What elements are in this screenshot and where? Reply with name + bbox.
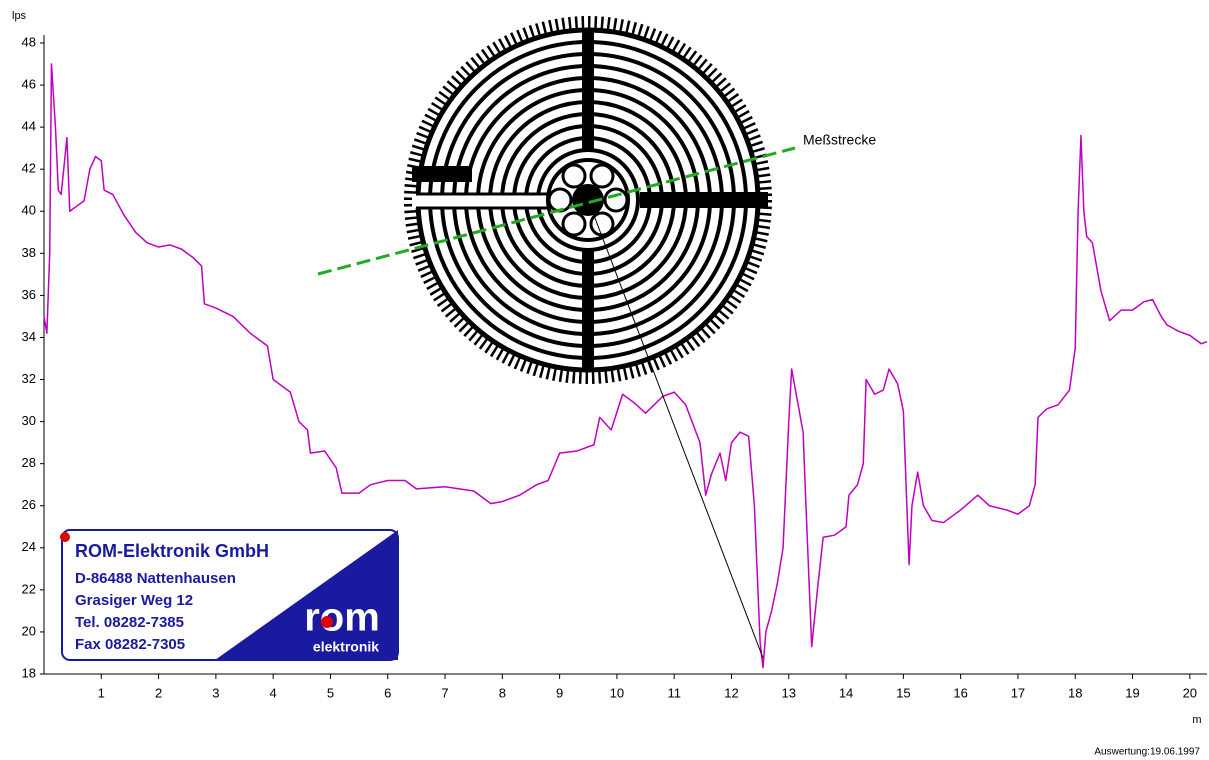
y-tick-label: 18 xyxy=(22,665,36,680)
x-tick-label: 4 xyxy=(270,685,277,700)
y-tick-label: 22 xyxy=(22,581,36,596)
logo-line: D-86488 Nattenhausen xyxy=(75,570,236,587)
x-tick-label: 3 xyxy=(212,685,219,700)
y-tick-label: 28 xyxy=(22,455,36,470)
x-tick-label: 11 xyxy=(667,685,681,700)
logo-company: ROM-Elektronik GmbH xyxy=(75,541,269,561)
x-tick-label: 18 xyxy=(1068,685,1082,700)
footer: Auswertung:19.06.1997 xyxy=(1094,747,1200,758)
logo-line: Fax 08282-7305 xyxy=(75,636,185,653)
x-tick-label: 7 xyxy=(441,685,448,700)
x-tick-label: 15 xyxy=(896,685,910,700)
logo-brand: rom xyxy=(304,596,380,640)
labyrinth xyxy=(404,16,772,384)
logo-brand-sub: elektronik xyxy=(313,639,379,655)
logo-line: Tel. 08282-7385 xyxy=(75,614,184,631)
measure-line xyxy=(317,146,796,276)
y-tick-label: 44 xyxy=(22,119,36,134)
x-tick-label: 13 xyxy=(782,685,796,700)
x-axis-label: m xyxy=(1192,714,1201,726)
x-tick-label: 6 xyxy=(384,685,391,700)
y-tick-label: 26 xyxy=(22,497,36,512)
y-tick-label: 46 xyxy=(22,77,36,92)
y-tick-label: 24 xyxy=(22,539,36,554)
x-tick-label: 14 xyxy=(839,685,853,700)
y-tick-label: 42 xyxy=(22,161,36,176)
y-axis-label: lps xyxy=(12,10,27,22)
x-tick-label: 5 xyxy=(327,685,334,700)
y-tick-label: 30 xyxy=(22,413,36,428)
y-tick-label: 48 xyxy=(22,34,36,49)
x-tick-label: 17 xyxy=(1011,685,1025,700)
x-tick-label: 16 xyxy=(953,685,967,700)
y-tick-label: 40 xyxy=(22,203,36,218)
x-tick-label: 1 xyxy=(98,685,105,700)
y-tick-label: 36 xyxy=(22,287,36,302)
annotation: Meßstrecke xyxy=(803,132,876,148)
logo-line: Grasiger Weg 12 xyxy=(75,592,193,609)
y-tick-label: 32 xyxy=(22,371,36,386)
x-tick-label: 10 xyxy=(610,685,624,700)
logo: ROM-Elektronik GmbH D-86488 Nattenhausen… xyxy=(60,529,399,661)
x-tick-label: 8 xyxy=(499,685,506,700)
y-tick-label: 38 xyxy=(22,245,36,260)
data-line xyxy=(43,63,1208,669)
x-tick-label: 2 xyxy=(155,685,162,700)
x-tick-label: 9 xyxy=(556,685,563,700)
x-tick-label: 12 xyxy=(724,685,738,700)
pointer-line xyxy=(589,204,764,659)
y-tick-label: 20 xyxy=(22,623,36,638)
x-tick-label: 19 xyxy=(1125,685,1139,700)
y-tick-label: 34 xyxy=(22,329,36,344)
x-tick-label: 20 xyxy=(1183,685,1197,700)
